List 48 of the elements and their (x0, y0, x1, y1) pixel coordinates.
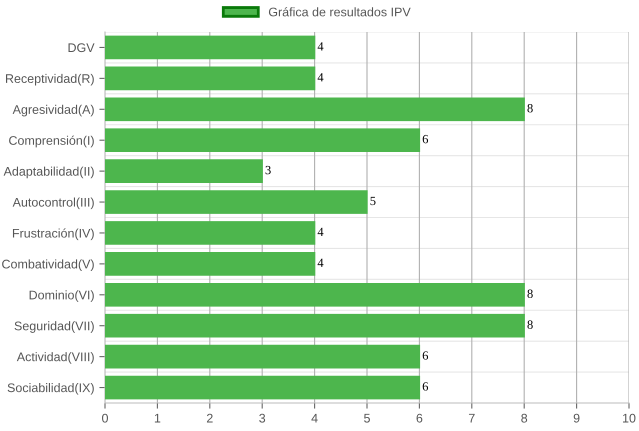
bar (105, 97, 525, 122)
y-tick-label: Combatividad(V) (2, 259, 94, 271)
y-tick-label: Comprensión(I) (9, 136, 94, 148)
data-label: 8 (527, 289, 533, 298)
x-tick-label: 0 (102, 414, 108, 423)
y-tick-label: Receptividad(R) (6, 74, 94, 86)
bar (105, 376, 420, 400)
x-tick-label: 6 (416, 414, 422, 423)
data-label: 6 (422, 382, 428, 391)
x-tick-label: 1 (154, 414, 160, 422)
y-tick-label: Agresividad(A) (12, 104, 94, 116)
x-tick-label: 4 (311, 414, 318, 422)
bar (105, 314, 525, 338)
bar (105, 36, 316, 60)
data-label: 6 (422, 351, 428, 360)
y-tick-label: Frustración(IV) (12, 228, 94, 240)
x-tick-label: 8 (521, 414, 528, 423)
bar (105, 221, 316, 245)
data-label: 8 (527, 320, 533, 329)
x-tick-label: 10 (623, 414, 636, 423)
x-tick-label: 3 (259, 414, 266, 423)
x-tick-label: 7 (468, 414, 475, 422)
data-label: 4 (318, 73, 324, 82)
y-tick-label: Adaptabilidad(II) (4, 166, 94, 178)
data-label: 8 (527, 104, 533, 112)
y-tick-label: Seguridad(VII) (14, 321, 94, 333)
y-tick-label: DGV (68, 43, 95, 52)
data-label: 6 (422, 134, 428, 144)
y-tick-label: Actividad(VIII) (16, 352, 94, 364)
x-tick-label: 2 (206, 414, 213, 422)
x-tick-label: 5 (364, 414, 370, 423)
data-label: 5 (370, 196, 376, 206)
bar (105, 252, 316, 276)
data-label: 4 (318, 42, 324, 50)
x-tick-label: 9 (574, 414, 580, 423)
bar (105, 159, 263, 183)
bar (105, 190, 368, 214)
bar (105, 66, 316, 90)
y-tick-label: Sociabilidad(IX) (8, 383, 94, 395)
bar (105, 282, 525, 307)
data-label: 4 (318, 258, 324, 267)
y-tick-label: Autocontrol(III) (12, 198, 94, 210)
y-tick-label: Dominio(VI) (30, 290, 94, 302)
bar (105, 344, 420, 368)
data-label: 4 (318, 228, 324, 236)
legend-label: Gráfica de resultados IPV (268, 7, 411, 16)
data-label: 3 (266, 166, 271, 174)
bar (105, 128, 420, 152)
